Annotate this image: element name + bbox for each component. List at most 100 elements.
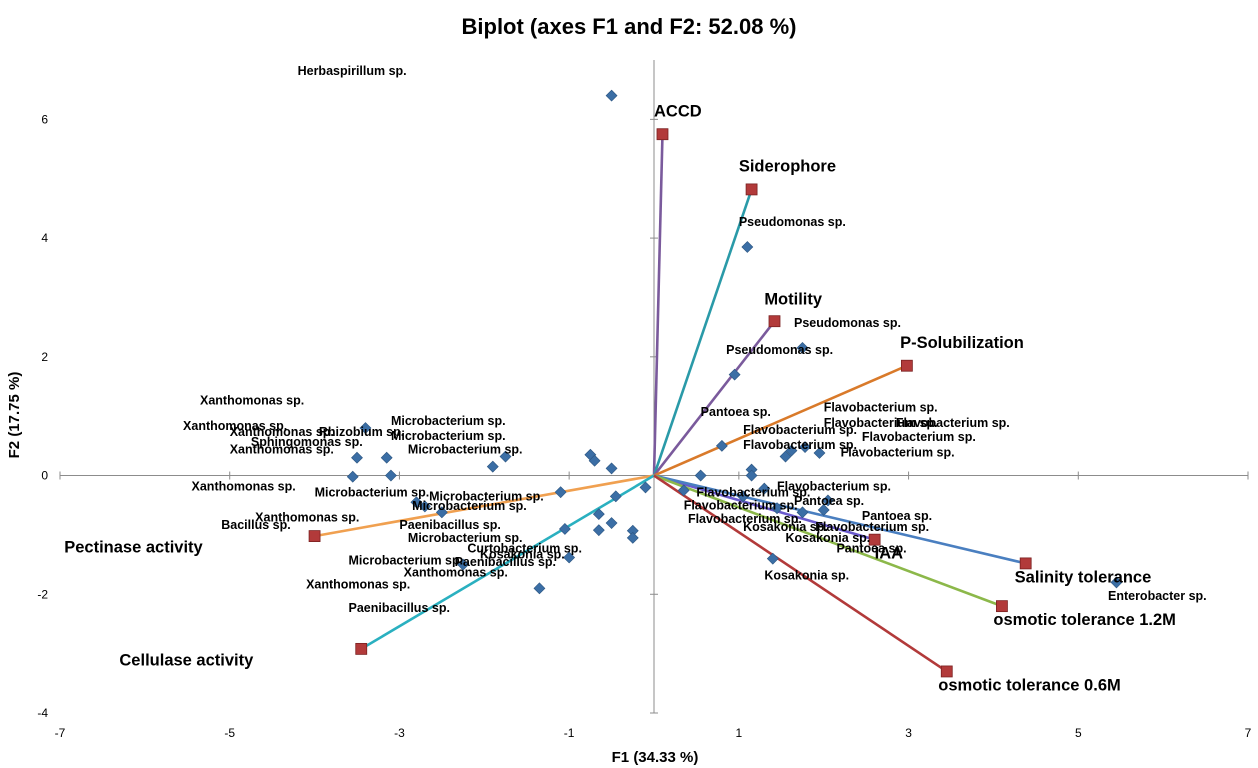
observation-label: Pseudomonas sp.	[739, 215, 846, 229]
observation-label: Kosakonia sp.	[786, 531, 871, 545]
observation-point	[771, 502, 783, 515]
variable-point	[900, 359, 913, 372]
y-tick-label: 4	[41, 231, 48, 245]
observation-label: Bacillus sp.	[221, 518, 290, 532]
observation-label: Pantoea sp.	[862, 509, 932, 523]
y-tick-label: 0	[41, 469, 48, 483]
variable-vector-line	[653, 474, 948, 673]
observation-label: Microbacterium sp.	[391, 429, 506, 443]
observation-point	[346, 470, 359, 483]
observation-label: Enterobacter sp.	[1108, 589, 1207, 603]
observation-point	[588, 454, 601, 467]
variable-label: Cellulase activity	[119, 652, 254, 670]
observation-point	[418, 500, 431, 513]
observation-point	[741, 241, 754, 253]
variable-point	[308, 530, 321, 542]
y-axis-title: F2 (17.75 %)	[6, 372, 23, 459]
variable-point	[656, 128, 669, 141]
x-tick-label: 7	[1245, 726, 1252, 740]
observation-point	[737, 490, 750, 503]
variable-vector-line	[314, 474, 655, 538]
observation-label: Flavobacterium sp.	[841, 446, 955, 460]
variable-vector-line	[653, 474, 1003, 608]
observation-label: Xanthomonas sp.	[200, 393, 304, 407]
observation-point	[1110, 576, 1123, 589]
observation-label: Microbacterium sp.	[429, 489, 544, 503]
observation-point	[677, 484, 690, 497]
observation-point	[533, 582, 546, 595]
x-axis-title: F1 (34.33 %)	[612, 749, 699, 766]
observation-label: Flavobacterium sp.	[688, 512, 802, 526]
observation-label: Microbacterium sp.	[408, 443, 523, 457]
observation-point	[605, 462, 618, 475]
variable-label: P-Solubilization	[900, 334, 1024, 352]
variable-vectors-layer	[308, 128, 1032, 678]
observation-label: Microbacterium sp.	[408, 531, 523, 545]
observation-point	[351, 451, 363, 464]
observation-label: Flavobacterium sp.	[862, 430, 976, 444]
observation-label: Xanthomonas sp.	[230, 443, 334, 457]
variable-label: Motility	[764, 291, 823, 309]
observation-label: Pantoea sp.	[794, 494, 864, 508]
observation-point	[728, 368, 741, 381]
observation-label: Flavobacterium sp.	[743, 423, 857, 437]
observation-point	[554, 486, 567, 499]
observation-point	[385, 469, 397, 482]
observation-label: Pantoea sp.	[836, 542, 906, 556]
observation-point	[626, 531, 639, 544]
observation-label: Paenibacillus sp.	[399, 518, 500, 532]
observation-label: Microbacterium sp.	[412, 499, 527, 513]
observation-point	[605, 517, 618, 529]
observation-point	[694, 469, 707, 482]
observation-point	[435, 506, 448, 519]
observation-point	[486, 460, 499, 473]
observation-point	[758, 482, 771, 495]
observation-point	[359, 422, 372, 434]
variable-label: Siderophore	[739, 158, 836, 176]
variable-vector-line	[652, 134, 664, 476]
variable-label: Pectinase activity	[64, 539, 203, 557]
observation-label: Kosakonia sp.	[764, 568, 849, 582]
variable-point	[768, 315, 781, 328]
observation-point	[785, 444, 798, 457]
variable-vector-line	[652, 320, 776, 477]
labels-layer: Herbaspirillum sp. Pseudomonas sp. Pseudom…	[64, 64, 1206, 695]
observation-label: Xanthomonas sp.	[230, 425, 334, 439]
x-tick-label: 1	[736, 726, 743, 740]
observation-point	[639, 481, 652, 494]
observation-label: Paenibacillus sp.	[455, 555, 556, 569]
observation-label: Flavobacterium sp.	[896, 416, 1010, 430]
observation-label: Flavobacterium sp.	[696, 485, 810, 499]
variable-vector-line	[653, 474, 1026, 565]
observation-label: Xanthomonas sp.	[404, 565, 508, 579]
x-tick-label: -5	[224, 726, 235, 740]
variable-point	[868, 533, 881, 546]
observation-label: Flavobacterium sp.	[743, 438, 857, 452]
x-tick-label: -1	[564, 726, 575, 740]
observation-label: Xanthomonas sp.	[183, 419, 287, 433]
observation-point	[745, 469, 758, 482]
observation-label: Flavobacterium sp.	[684, 498, 798, 512]
observation-point	[796, 341, 809, 354]
observation-label: Kosakonia sp.	[743, 520, 828, 534]
observation-point	[592, 508, 605, 521]
observation-point	[592, 524, 605, 537]
observation-label: Herbaspirillum sp.	[298, 64, 407, 78]
variable-vector-line	[652, 188, 753, 476]
variable-label: osmotic tolerance 0.6M	[938, 676, 1120, 694]
observation-label: Flavobacterium sp.	[824, 400, 938, 414]
observation-label: Sphingomonas sp.	[251, 435, 363, 449]
observation-label: Paenibacillus sp.	[349, 601, 450, 615]
variable-vector-line	[653, 474, 875, 541]
observation-point	[457, 558, 469, 571]
observation-label: Flavobacterium sp.	[824, 416, 938, 430]
x-tick-label: -7	[55, 726, 66, 740]
y-tick-label: 6	[41, 112, 48, 126]
observation-point	[817, 504, 830, 516]
observation-point	[796, 506, 809, 519]
observation-label: Curtobacterium sp.	[467, 542, 582, 556]
variable-point	[355, 642, 368, 655]
observation-label: Rhizobium sp.	[319, 425, 404, 439]
variable-point	[745, 183, 758, 196]
